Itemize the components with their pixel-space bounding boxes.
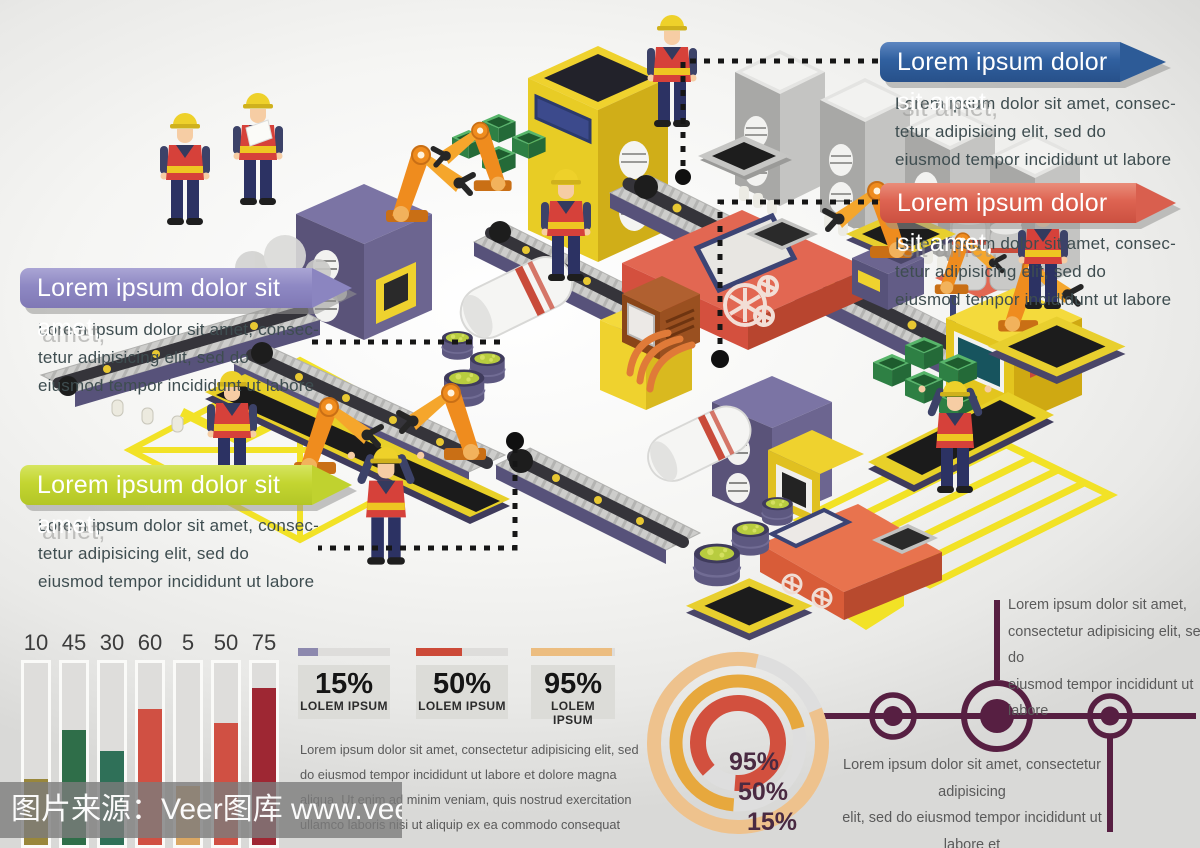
bar-value-label: 30 xyxy=(99,630,125,655)
donut-label: 15% xyxy=(747,808,798,836)
stat-label: LOLEM IPSUM xyxy=(300,699,388,713)
donut-chart-svg xyxy=(647,652,829,834)
stat-item: 95% LOLEM IPSUM xyxy=(531,648,615,727)
conveyor-belt xyxy=(494,447,702,564)
callout-blue-body: Lorem ipsum dolor sit amet, consec- tetu… xyxy=(895,94,1176,169)
connector-dots xyxy=(506,169,729,450)
plane-note-top: Lorem ipsum dolor sit amet, consectetur … xyxy=(1008,597,1200,719)
callout-purple-body: Lorem ipsum dolor sit amet, consec- tetu… xyxy=(38,320,319,395)
donut-ring-arc xyxy=(690,695,786,791)
stat-bar-fill-0 xyxy=(298,648,319,656)
callout-red-body: Lorem ipsum dolor sit amet, consec- tetu… xyxy=(895,234,1176,309)
orange-truck xyxy=(760,504,942,620)
stat-item: 15% LOLEM IPSUM xyxy=(298,648,390,719)
stat-bar-fill-2 xyxy=(531,648,612,656)
donut-chart: 95% 50% 15% xyxy=(643,648,833,838)
stat-value: 50% xyxy=(432,668,492,700)
bar-value-label: 45 xyxy=(61,630,87,655)
callout-green: Lorem ipsum dolor sit amet, xyxy=(20,465,352,539)
stat-value: 15% xyxy=(314,668,374,700)
donut-label: 50% xyxy=(738,778,789,806)
gray-tray xyxy=(698,136,792,180)
plane-note-bottom: Lorem ipsum dolor sit amet, consectetur … xyxy=(842,757,1102,848)
stats-row: 15% LOLEM IPSUM 50% LOLEM IPSUM 95% LOLE… xyxy=(298,648,618,727)
connector-lines xyxy=(312,58,878,551)
stat-box: 95% LOLEM IPSUM xyxy=(531,665,615,727)
conveyor-belt xyxy=(39,302,322,433)
watermark-bar: 图片来源：Veer图库 www.veer.com xyxy=(0,782,402,838)
callout-purple-banner: Lorem ipsum dolor sit amet, xyxy=(20,268,352,342)
stat-box: 15% LOLEM IPSUM xyxy=(298,665,390,719)
stat-value: 95% xyxy=(543,668,603,700)
stat-progress-track xyxy=(416,648,508,656)
bar-value-label: 10 xyxy=(23,630,49,655)
bar-value-label: 50 xyxy=(213,630,239,655)
callout-blue: Lorem ipsum dolor sit amet, xyxy=(880,42,1166,116)
blueprint-sheet xyxy=(245,119,273,147)
stat-label: LOLEM IPSUM xyxy=(418,699,506,713)
callout-green-banner: Lorem ipsum dolor sit amet, xyxy=(20,465,352,539)
callout-red-banner: Lorem ipsum dolor sit amet, xyxy=(880,183,1176,257)
callout-red: Lorem ipsum dolor sit amet, xyxy=(880,183,1176,257)
stat-progress-track xyxy=(531,648,615,656)
bar-value-label: 5 xyxy=(181,630,195,655)
stat-bar-fill-1 xyxy=(416,648,462,656)
bar-value-label: 60 xyxy=(137,630,163,655)
callout-purple: Lorem ipsum dolor sit amet, xyxy=(20,268,352,342)
stat-box: 50% LOLEM IPSUM xyxy=(416,665,508,719)
plane-hub-dots xyxy=(883,699,1120,733)
plane-diagram xyxy=(818,600,1196,832)
bar-value-label: 75 xyxy=(251,630,277,655)
yellow-belt xyxy=(205,374,510,524)
callout-green-body: Lorem ipsum dolor sit amet, consec- tetu… xyxy=(38,516,319,591)
stat-progress-track xyxy=(298,648,390,656)
stat-item: 50% LOLEM IPSUM xyxy=(416,648,508,719)
donut-label: 95% xyxy=(729,748,780,776)
callout-blue-banner: Lorem ipsum dolor sit amet, xyxy=(880,42,1166,116)
red-machine xyxy=(622,210,868,393)
stat-label: LOLEM IPSUM xyxy=(551,699,595,727)
